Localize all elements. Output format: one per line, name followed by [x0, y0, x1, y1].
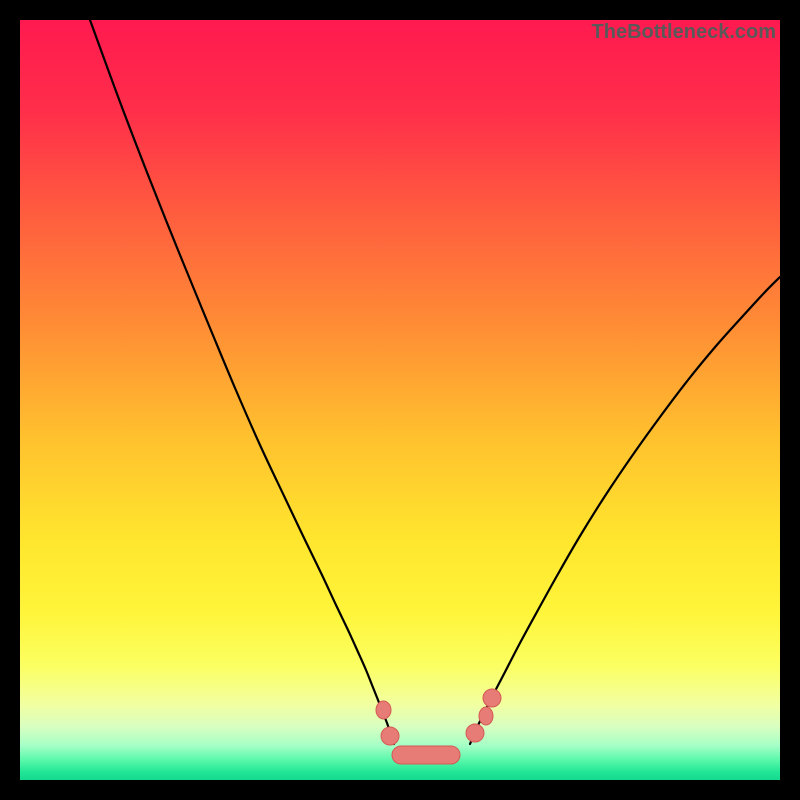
chart-svg: [20, 20, 780, 780]
outer-frame: TheBottleneck.com: [0, 0, 800, 800]
mark-dot: [466, 724, 484, 742]
bottom-marks: [376, 689, 501, 764]
plot-area: TheBottleneck.com: [20, 20, 780, 780]
left-curve: [90, 20, 394, 744]
mark-capsule: [376, 701, 391, 719]
mark-dot: [483, 689, 501, 707]
mark-capsule: [479, 707, 493, 725]
mark-dot: [381, 727, 399, 745]
right-curve: [470, 277, 780, 744]
watermark-text: TheBottleneck.com: [592, 21, 776, 44]
mark-capsule: [392, 746, 460, 764]
